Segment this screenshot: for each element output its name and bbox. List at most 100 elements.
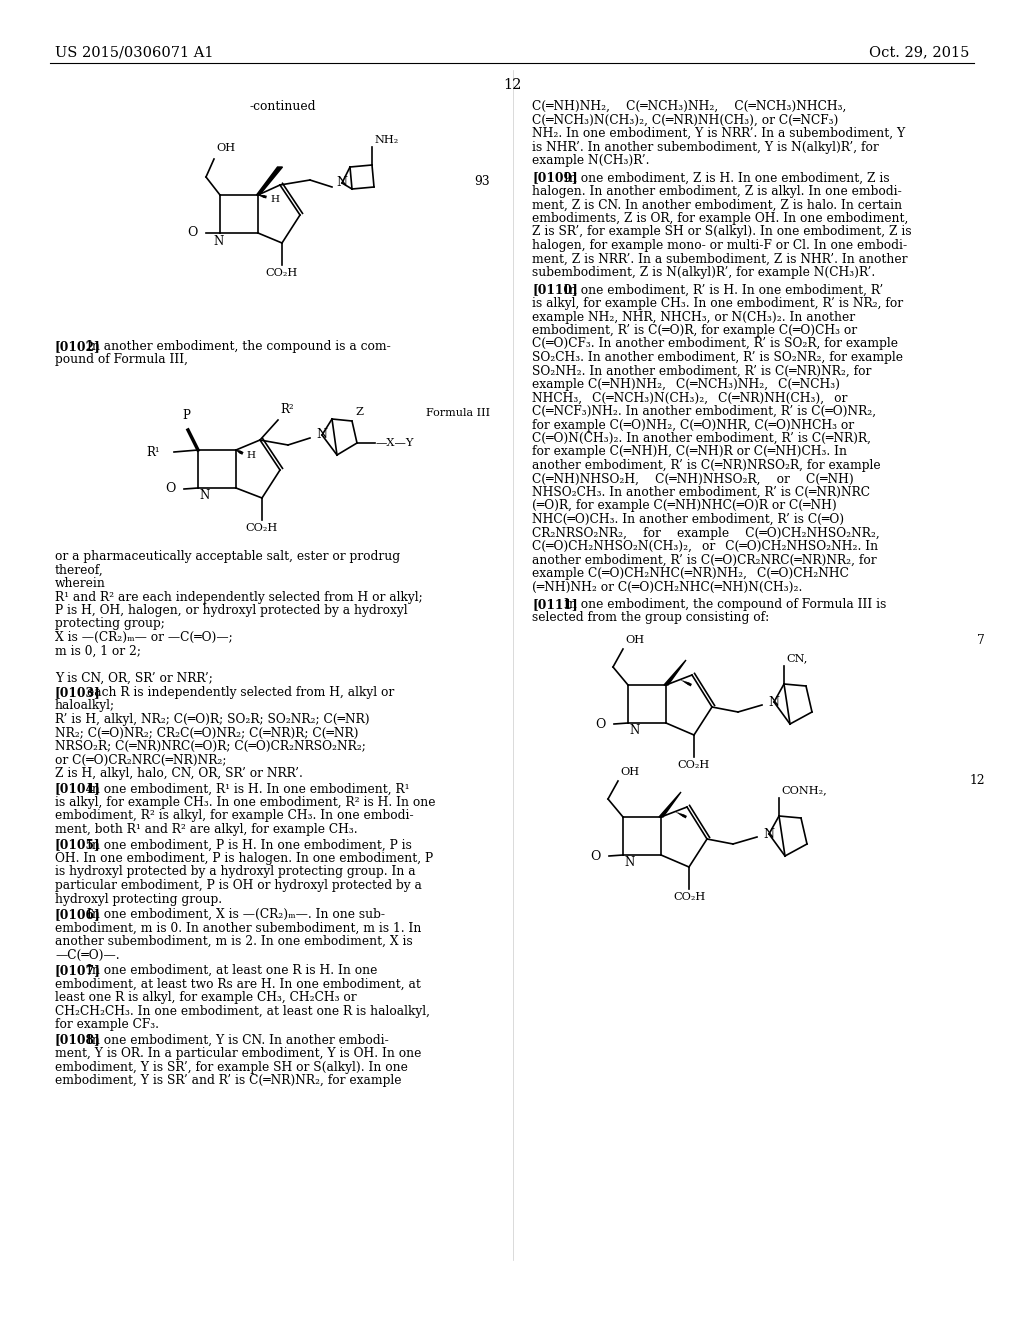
Text: NH₂: NH₂ xyxy=(374,135,398,145)
Text: or a pharmaceutically acceptable salt, ester or prodrug: or a pharmaceutically acceptable salt, e… xyxy=(55,550,400,564)
Text: embodiment, Y is SR’, for example SH or S(alkyl). In one: embodiment, Y is SR’, for example SH or … xyxy=(55,1060,408,1073)
Polygon shape xyxy=(664,660,686,685)
Text: N: N xyxy=(199,488,209,502)
Text: In one embodiment, at least one R is H. In one: In one embodiment, at least one R is H. … xyxy=(87,964,378,977)
Text: R¹: R¹ xyxy=(146,446,160,459)
Text: 7: 7 xyxy=(977,634,985,647)
Text: ment, both R¹ and R² are alkyl, for example CH₃.: ment, both R¹ and R² are alkyl, for exam… xyxy=(55,822,357,836)
Text: CH₂CH₂CH₃. In one embodiment, at least one R is haloalkyl,: CH₂CH₂CH₃. In one embodiment, at least o… xyxy=(55,1005,430,1018)
Text: Z: Z xyxy=(355,407,362,417)
Text: C(═NCH₃)N(CH₃)₂, C(═NR)NH(CH₃), or C(═NCF₃): C(═NCH₃)N(CH₃)₂, C(═NR)NH(CH₃), or C(═NC… xyxy=(532,114,839,127)
Text: O: O xyxy=(187,226,198,239)
Text: OH: OH xyxy=(620,767,639,777)
Text: In one embodiment, Z is H. In one embodiment, Z is: In one embodiment, Z is H. In one embodi… xyxy=(564,172,890,185)
Text: ment, Z is NRR’. In a subembodiment, Z is NHR’. In another: ment, Z is NRR’. In a subembodiment, Z i… xyxy=(532,252,907,265)
Text: halogen, for example mono- or multi-F or Cl. In one embodi-: halogen, for example mono- or multi-F or… xyxy=(532,239,907,252)
Text: embodiment, m is 0. In another subembodiment, m is 1. In: embodiment, m is 0. In another subembodi… xyxy=(55,921,421,935)
Text: or C(═O)CR₂NRC(═NR)NR₂;: or C(═O)CR₂NRC(═NR)NR₂; xyxy=(55,754,226,767)
Text: [0108]: [0108] xyxy=(55,1034,100,1047)
Text: C(═O)N(CH₃)₂. In another embodiment, R’ is C(═NR)R,: C(═O)N(CH₃)₂. In another embodiment, R’ … xyxy=(532,432,871,445)
Text: pound of Formula III,: pound of Formula III, xyxy=(55,354,188,367)
Text: N: N xyxy=(764,828,774,841)
Text: [0107]: [0107] xyxy=(55,964,101,977)
Text: In another embodiment, the compound is a com-: In another embodiment, the compound is a… xyxy=(87,341,391,352)
Text: is hydroxyl protected by a hydroxyl protecting group. In a: is hydroxyl protected by a hydroxyl prot… xyxy=(55,866,416,879)
Text: CONH₂,: CONH₂, xyxy=(781,785,826,795)
Text: -continued: -continued xyxy=(250,100,316,114)
Text: N: N xyxy=(337,177,347,190)
Text: [0109]: [0109] xyxy=(532,172,578,185)
Text: N: N xyxy=(316,429,328,441)
Text: NHSO₂CH₃. In another embodiment, R’ is C(═NR)NRC: NHSO₂CH₃. In another embodiment, R’ is C… xyxy=(532,486,870,499)
Text: [0102]: [0102] xyxy=(55,341,100,352)
Text: [0111]: [0111] xyxy=(532,598,578,611)
Text: haloalkyl;: haloalkyl; xyxy=(55,700,115,713)
Text: SO₂CH₃. In another embodiment, R’ is SO₂NR₂, for example: SO₂CH₃. In another embodiment, R’ is SO₂… xyxy=(532,351,903,364)
Text: Formula III: Formula III xyxy=(426,408,490,418)
Text: (═NH)NH₂ or C(═O)CH₂NHC(═NH)N(CH₃)₂.: (═NH)NH₂ or C(═O)CH₂NHC(═NH)N(CH₃)₂. xyxy=(532,581,803,594)
Text: NRSO₂R; C(═NR)NRC(═O)R; C(═O)CR₂NRSO₂NR₂;: NRSO₂R; C(═NR)NRC(═O)R; C(═O)CR₂NRSO₂NR₂… xyxy=(55,741,366,752)
Text: particular embodiment, P is OH or hydroxyl protected by a: particular embodiment, P is OH or hydrox… xyxy=(55,879,422,892)
Text: —C(═O)—.: —C(═O)—. xyxy=(55,949,120,961)
Text: example N(CH₃)R’.: example N(CH₃)R’. xyxy=(532,154,649,168)
Text: Y is CN, OR, SR’ or NRR’;: Y is CN, OR, SR’ or NRR’; xyxy=(55,672,213,685)
Text: [0105]: [0105] xyxy=(55,838,100,851)
Text: In one embodiment, the compound of Formula III is: In one embodiment, the compound of Formu… xyxy=(564,598,887,611)
Text: R’ is H, alkyl, NR₂; C(═O)R; SO₂R; SO₂NR₂; C(═NR): R’ is H, alkyl, NR₂; C(═O)R; SO₂R; SO₂NR… xyxy=(55,713,370,726)
Text: selected from the group consisting of:: selected from the group consisting of: xyxy=(532,611,769,624)
Text: O: O xyxy=(166,483,176,495)
Text: embodiment, R’ is C(═O)R, for example C(═O)CH₃ or: embodiment, R’ is C(═O)R, for example C(… xyxy=(532,323,857,337)
Text: C(═O)CH₂NHSO₂N(CH₃)₂,  or  C(═O)CH₂NHSO₂NH₂. In: C(═O)CH₂NHSO₂N(CH₃)₂, or C(═O)CH₂NHSO₂NH… xyxy=(532,540,879,553)
Text: is alkyl, for example CH₃. In one embodiment, R’ is NR₂, for: is alkyl, for example CH₃. In one embodi… xyxy=(532,297,903,310)
Text: P: P xyxy=(182,409,189,422)
Text: O: O xyxy=(596,718,606,730)
Text: thereof,: thereof, xyxy=(55,564,103,577)
Text: for example C(═NH)H, C(═NH)R or C(═NH)CH₃. In: for example C(═NH)H, C(═NH)R or C(═NH)CH… xyxy=(532,446,847,458)
Text: H: H xyxy=(246,451,255,461)
Text: US 2015/0306071 A1: US 2015/0306071 A1 xyxy=(55,45,213,59)
Text: R²: R² xyxy=(280,403,294,416)
Text: least one R is alkyl, for example CH₃, CH₂CH₃ or: least one R is alkyl, for example CH₃, C… xyxy=(55,991,356,1005)
Text: C(═NH)NHSO₂H,   C(═NH)NHSO₂R,   or   C(═NH): C(═NH)NHSO₂H, C(═NH)NHSO₂R, or C(═NH) xyxy=(532,473,854,486)
Text: CO₂H: CO₂H xyxy=(266,268,298,279)
Text: Oct. 29, 2015: Oct. 29, 2015 xyxy=(868,45,969,59)
Text: C(═O)CF₃. In another embodiment, R’ is SO₂R, for example: C(═O)CF₃. In another embodiment, R’ is S… xyxy=(532,338,898,351)
Text: —X—Y: —X—Y xyxy=(376,438,415,447)
Text: m is 0, 1 or 2;: m is 0, 1 or 2; xyxy=(55,644,141,657)
Text: Z is H, alkyl, halo, CN, OR, SR’ or NRR’.: Z is H, alkyl, halo, CN, OR, SR’ or NRR’… xyxy=(55,767,303,780)
Text: wherein: wherein xyxy=(55,577,105,590)
Text: OH: OH xyxy=(216,143,236,153)
Text: embodiments, Z is OR, for example OH. In one embodiment,: embodiments, Z is OR, for example OH. In… xyxy=(532,213,908,224)
Text: example C(═NH)NH₂,  C(═NCH₃)NH₂,  C(═NCH₃): example C(═NH)NH₂, C(═NCH₃)NH₂, C(═NCH₃) xyxy=(532,378,840,391)
Text: N: N xyxy=(214,235,224,248)
Text: another subembodiment, m is 2. In one embodiment, X is: another subembodiment, m is 2. In one em… xyxy=(55,935,413,948)
Text: each R is independently selected from H, alkyl or: each R is independently selected from H,… xyxy=(87,686,394,700)
Text: embodiment, R² is alkyl, for example CH₃. In one embodi-: embodiment, R² is alkyl, for example CH₃… xyxy=(55,809,414,822)
Text: CR₂NRSO₂NR₂,   for   example   C(═O)CH₂NHSO₂NR₂,: CR₂NRSO₂NR₂, for example C(═O)CH₂NHSO₂NR… xyxy=(532,527,880,540)
Text: 12: 12 xyxy=(503,78,521,92)
Text: ment, Z is CN. In another embodiment, Z is halo. In certain: ment, Z is CN. In another embodiment, Z … xyxy=(532,198,902,211)
Text: 12: 12 xyxy=(970,774,985,787)
Text: (═O)R, for example C(═NH)NHC(═O)R or C(═NH): (═O)R, for example C(═NH)NHC(═O)R or C(═… xyxy=(532,499,837,512)
Text: [0110]: [0110] xyxy=(532,284,578,297)
Text: [0104]: [0104] xyxy=(55,783,100,796)
Text: C(═NH)NH₂,   C(═NCH₃)NH₂,   C(═NCH₃)NHCH₃,: C(═NH)NH₂, C(═NCH₃)NH₂, C(═NCH₃)NHCH₃, xyxy=(532,100,847,114)
Text: N: N xyxy=(629,723,639,737)
Text: is NHR’. In another subembodiment, Y is N(alkyl)R’, for: is NHR’. In another subembodiment, Y is … xyxy=(532,140,879,153)
Text: NHCH₃,  C(═NCH₃)N(CH₃)₂,  C(═NR)NH(CH₃),  or: NHCH₃, C(═NCH₃)N(CH₃)₂, C(═NR)NH(CH₃), o… xyxy=(532,392,848,404)
Text: N: N xyxy=(624,855,634,869)
Text: R¹ and R² are each independently selected from H or alkyl;: R¹ and R² are each independently selecte… xyxy=(55,590,423,603)
Polygon shape xyxy=(256,168,283,195)
Text: P is H, OH, halogen, or hydroxyl protected by a hydroxyl: P is H, OH, halogen, or hydroxyl protect… xyxy=(55,605,408,616)
Text: another embodiment, R’ is C(═O)CR₂NRC(═NR)NR₂, for: another embodiment, R’ is C(═O)CR₂NRC(═N… xyxy=(532,553,877,566)
Text: CN,: CN, xyxy=(786,653,807,663)
Text: CO₂H: CO₂H xyxy=(678,760,710,770)
Text: NHC(═O)CH₃. In another embodiment, R’ is C(═O): NHC(═O)CH₃. In another embodiment, R’ is… xyxy=(532,513,844,525)
Text: In one embodiment, Y is CN. In another embodi-: In one embodiment, Y is CN. In another e… xyxy=(87,1034,389,1047)
Text: another embodiment, R’ is C(═NR)NRSO₂R, for example: another embodiment, R’ is C(═NR)NRSO₂R, … xyxy=(532,459,881,473)
Text: In one embodiment, P is H. In one embodiment, P is: In one embodiment, P is H. In one embodi… xyxy=(87,838,412,851)
Text: OH: OH xyxy=(625,635,644,645)
Text: CO₂H: CO₂H xyxy=(673,892,706,902)
Text: 93: 93 xyxy=(474,176,490,187)
Text: In one embodiment, R’ is H. In one embodiment, R’: In one embodiment, R’ is H. In one embod… xyxy=(564,284,884,297)
